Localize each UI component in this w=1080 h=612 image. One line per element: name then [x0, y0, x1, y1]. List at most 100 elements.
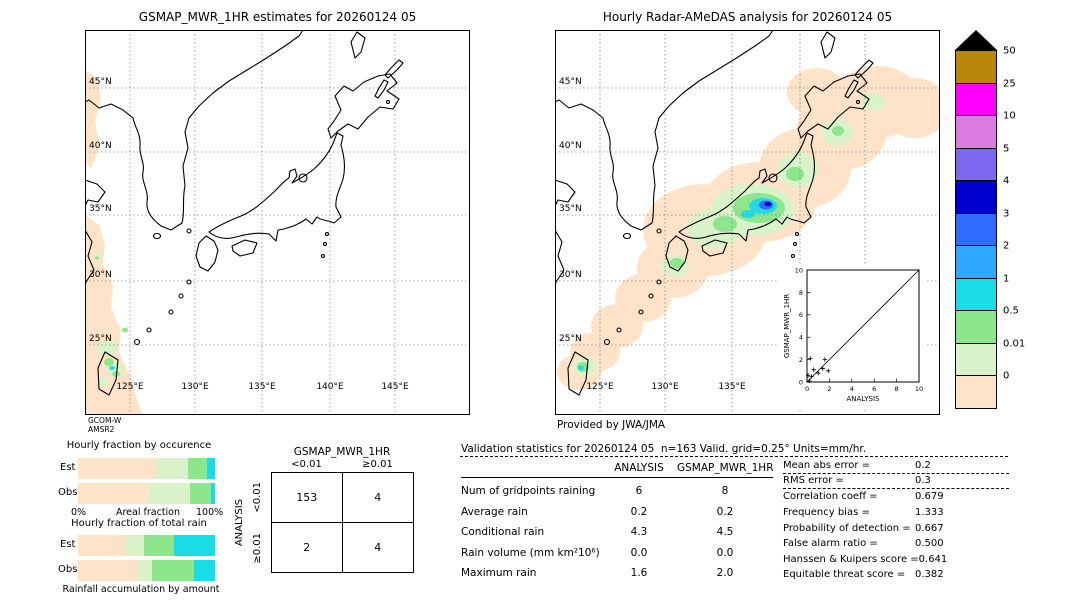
bar-segment	[156, 458, 188, 479]
total-rain-axis-title: Rainfall accumulation by amount	[62, 584, 220, 595]
inset-y-tick-label: 0	[799, 378, 803, 386]
bar-segment	[125, 535, 144, 556]
stats-value-gsmap: 8	[721, 485, 729, 498]
stats-row-label: Conditional rain	[461, 526, 545, 539]
row-label-est: Est	[60, 462, 76, 473]
colorbar-cell: 1	[955, 273, 1009, 311]
left-map-title: GSMAP_MWR_1HR estimates for 20260124 05	[138, 10, 417, 24]
score-value: 0.382	[915, 569, 944, 581]
row-label-obs: Obs	[58, 564, 78, 575]
stats-table-row: Conditional rain 4.3 4.5	[461, 522, 773, 543]
colorbar-tick-label: 0.5	[1003, 305, 1019, 317]
stats-value-analysis: 6	[635, 485, 643, 498]
scatter-point	[826, 368, 831, 373]
inset-scatter: 0 2 4 6 8 10 0 2 4 6 8 10 ANALYSIS GSMAP_MWR_1HR	[777, 264, 927, 410]
total-rain-bar-obs	[78, 560, 215, 581]
axis-max-label: 100%	[196, 507, 224, 518]
stats-col-analysis: ANALYSIS	[614, 462, 664, 474]
occurrence-bar-obs	[78, 483, 215, 504]
score-line: RMS error = 0.3	[783, 474, 1009, 490]
inset-x-tick-label: 0	[805, 385, 809, 393]
inset-y-tick-label: 10	[795, 266, 803, 274]
score-line: Hanssen & Kuipers score = 0.641	[783, 552, 1009, 568]
colorbar-cell: 0.5	[955, 306, 1019, 344]
score-value: 0.2	[915, 459, 931, 471]
stats-table-header: ANALYSIS GSMAP_MWR_1HR	[461, 462, 773, 474]
bar-segment	[173, 535, 215, 556]
map-border	[85, 30, 470, 415]
bar-segment	[187, 458, 207, 479]
contingency-col-header: <0.01	[291, 459, 322, 470]
colorbar-tick-label: 5	[1003, 143, 1010, 154]
stats-row-label: Maximum rain	[461, 567, 537, 580]
inset-x-tick-label: 2	[827, 385, 831, 393]
stats-value-gsmap: 2.0	[716, 567, 734, 580]
score-value: 0.3	[915, 475, 931, 487]
bar-segment	[143, 535, 174, 556]
inset-y-tick-label: 8	[799, 289, 803, 297]
inset-x-tick-label: 8	[895, 385, 899, 393]
stats-row-label: Num of gridpoints raining	[461, 485, 596, 498]
satellite-name: GCOM-W	[88, 416, 122, 425]
colorbar-tick-label: 25	[1003, 78, 1016, 89]
bar-segment	[206, 458, 215, 479]
right-map-title: Hourly Radar-AMeDAS analysis for 2026012…	[602, 10, 893, 24]
stats-value-analysis: 0.0	[630, 546, 648, 559]
bar-segment	[78, 535, 126, 556]
stats-value-analysis: 4.3	[630, 526, 648, 539]
scatter-point	[809, 374, 814, 379]
contingency-row-header: ≥0.01	[251, 532, 263, 564]
score-label: Probability of detection =	[783, 522, 911, 534]
axis-title: Areal fraction	[115, 507, 180, 518]
colorbar-tick-label: 0	[1003, 370, 1010, 382]
satellite-label: GCOM-W AMSR2	[88, 416, 121, 434]
colorbar-cell: 25	[955, 78, 1016, 116]
score-line: Frequency bias = 1.333	[783, 505, 1009, 521]
inset-x-tick-label: 6	[872, 385, 876, 393]
inset-y-tick-label: 6	[799, 311, 803, 319]
scatter-point	[807, 378, 812, 384]
contingency-cell: 153	[272, 473, 343, 523]
bar-segment	[190, 483, 211, 504]
inset-x-tick-label: 10	[915, 385, 923, 393]
total-rain-chart-title: Hourly fraction of total rain	[71, 518, 207, 529]
stats-col-gsmap: GSMAP_MWR_1HR	[677, 462, 774, 474]
inset-x-tick-label: 4	[850, 385, 854, 393]
bar-segment	[149, 483, 191, 504]
colorbar-cell: 2	[955, 241, 1009, 279]
stats-table-row: Average rain 0.2 0.2	[461, 502, 773, 523]
contingency-cell: 4	[374, 540, 382, 554]
bar-segment	[210, 483, 215, 504]
left-map: 45°N 40°N 35°N 30°N 25°N 125°E 130°E 135°E 140°E…	[85, 30, 470, 415]
occurrence-bar-est	[78, 458, 215, 479]
row-label-est: Est	[60, 539, 76, 550]
bar-segment	[78, 458, 157, 479]
score-label: Correlation coeff =	[783, 491, 878, 503]
occurrence-chart-title: Hourly fraction by occurence	[66, 440, 212, 451]
right-map: 0 2 4 6 8 10 0 2 4 6 8 10 ANALYSIS GSMAP_MWR_1HR 4…	[555, 30, 940, 415]
contingency-column-headers: <0.01 ≥0.01	[271, 459, 414, 470]
header-underline	[461, 477, 773, 478]
score-value: 0.641	[918, 553, 948, 565]
colorbar-tick-label: 3	[1003, 208, 1010, 219]
total-rain-bar-est	[78, 535, 215, 556]
inset-y-tick-label: 2	[799, 356, 803, 364]
scatter-point	[805, 373, 811, 378]
score-list: Mean abs error = 0.2 RMS error = 0.3 Correla…	[783, 458, 1009, 583]
stats-value-gsmap: 0.2	[716, 505, 734, 518]
colorbar-cell: 10	[955, 111, 1016, 149]
stats-value-gsmap: 0.0	[716, 546, 734, 559]
score-value: 0.679	[915, 491, 944, 503]
colorbar-cells: 50 25 10 5 4 3 2 1 0.5 0.01 0	[955, 46, 1025, 409]
contingency-title: GSMAP_MWR_1HR	[293, 446, 391, 458]
bar-segment	[78, 560, 139, 581]
score-value: 1.333	[915, 507, 944, 519]
radar-credit: Provided by JWA/JMA	[557, 419, 666, 431]
stats-title: Validation statistics for 20260124 05 n=…	[461, 443, 867, 455]
bar-segment	[78, 483, 150, 504]
inset-ylabel: GSMAP_MWR_1HR	[783, 294, 791, 358]
score-line: Correlation coeff = 0.679	[783, 489, 1009, 505]
colorbar-cell: 0.01	[955, 338, 1025, 376]
scatter-point	[811, 367, 816, 372]
